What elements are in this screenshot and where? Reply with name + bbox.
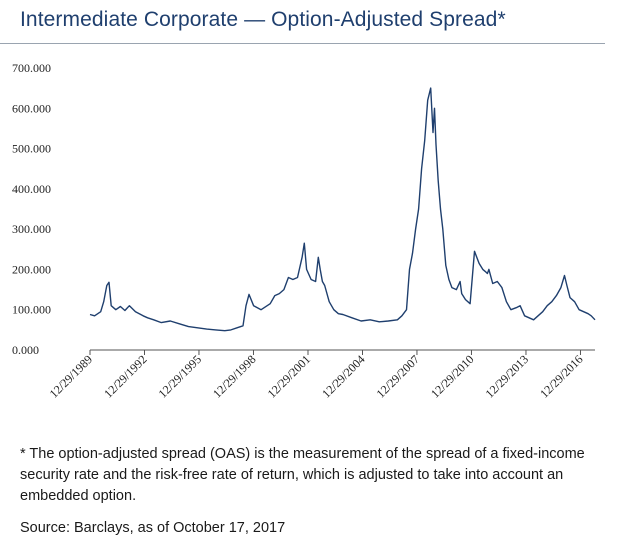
y-tick-label: 400.000	[12, 182, 51, 196]
y-tick-label: 600.000	[12, 101, 51, 115]
x-tick-label: 12/29/2010	[428, 352, 477, 401]
x-tick-label: 12/29/1995	[156, 352, 205, 401]
series-line-0	[89, 87, 596, 332]
title-divider	[0, 43, 605, 44]
y-tick-label: 100.000	[12, 303, 51, 317]
x-tick-label: 12/29/2004	[319, 352, 368, 401]
x-tick-label: 12/29/1998	[210, 352, 259, 401]
y-tick-label: 700.000	[12, 61, 51, 75]
x-tick-label: 12/29/1989	[47, 352, 96, 401]
y-tick-label: 0.000	[12, 343, 39, 357]
y-tick-label: 200.000	[12, 262, 51, 276]
y-tick-label: 300.000	[12, 222, 51, 236]
chart-title: Intermediate Corporate — Option-Adjusted…	[20, 8, 506, 31]
x-tick-label: 12/29/1992	[101, 352, 150, 401]
x-tick-label: 12/29/2016	[537, 352, 586, 401]
oas-line-chart: 0.000 100.000 200.000 300.000 400.000 500.000…	[12, 61, 596, 401]
x-tick-label: 12/29/2007	[374, 352, 423, 401]
y-tick-label: 500.000	[12, 142, 51, 156]
footnote: * The option-adjusted spread (OAS) is th…	[20, 446, 585, 504]
x-tick-label: 12/29/2013	[483, 352, 532, 401]
x-tick-label: 12/29/2001	[265, 352, 314, 401]
source-note: Source: Barclays, as of October 17, 2017	[20, 520, 286, 536]
